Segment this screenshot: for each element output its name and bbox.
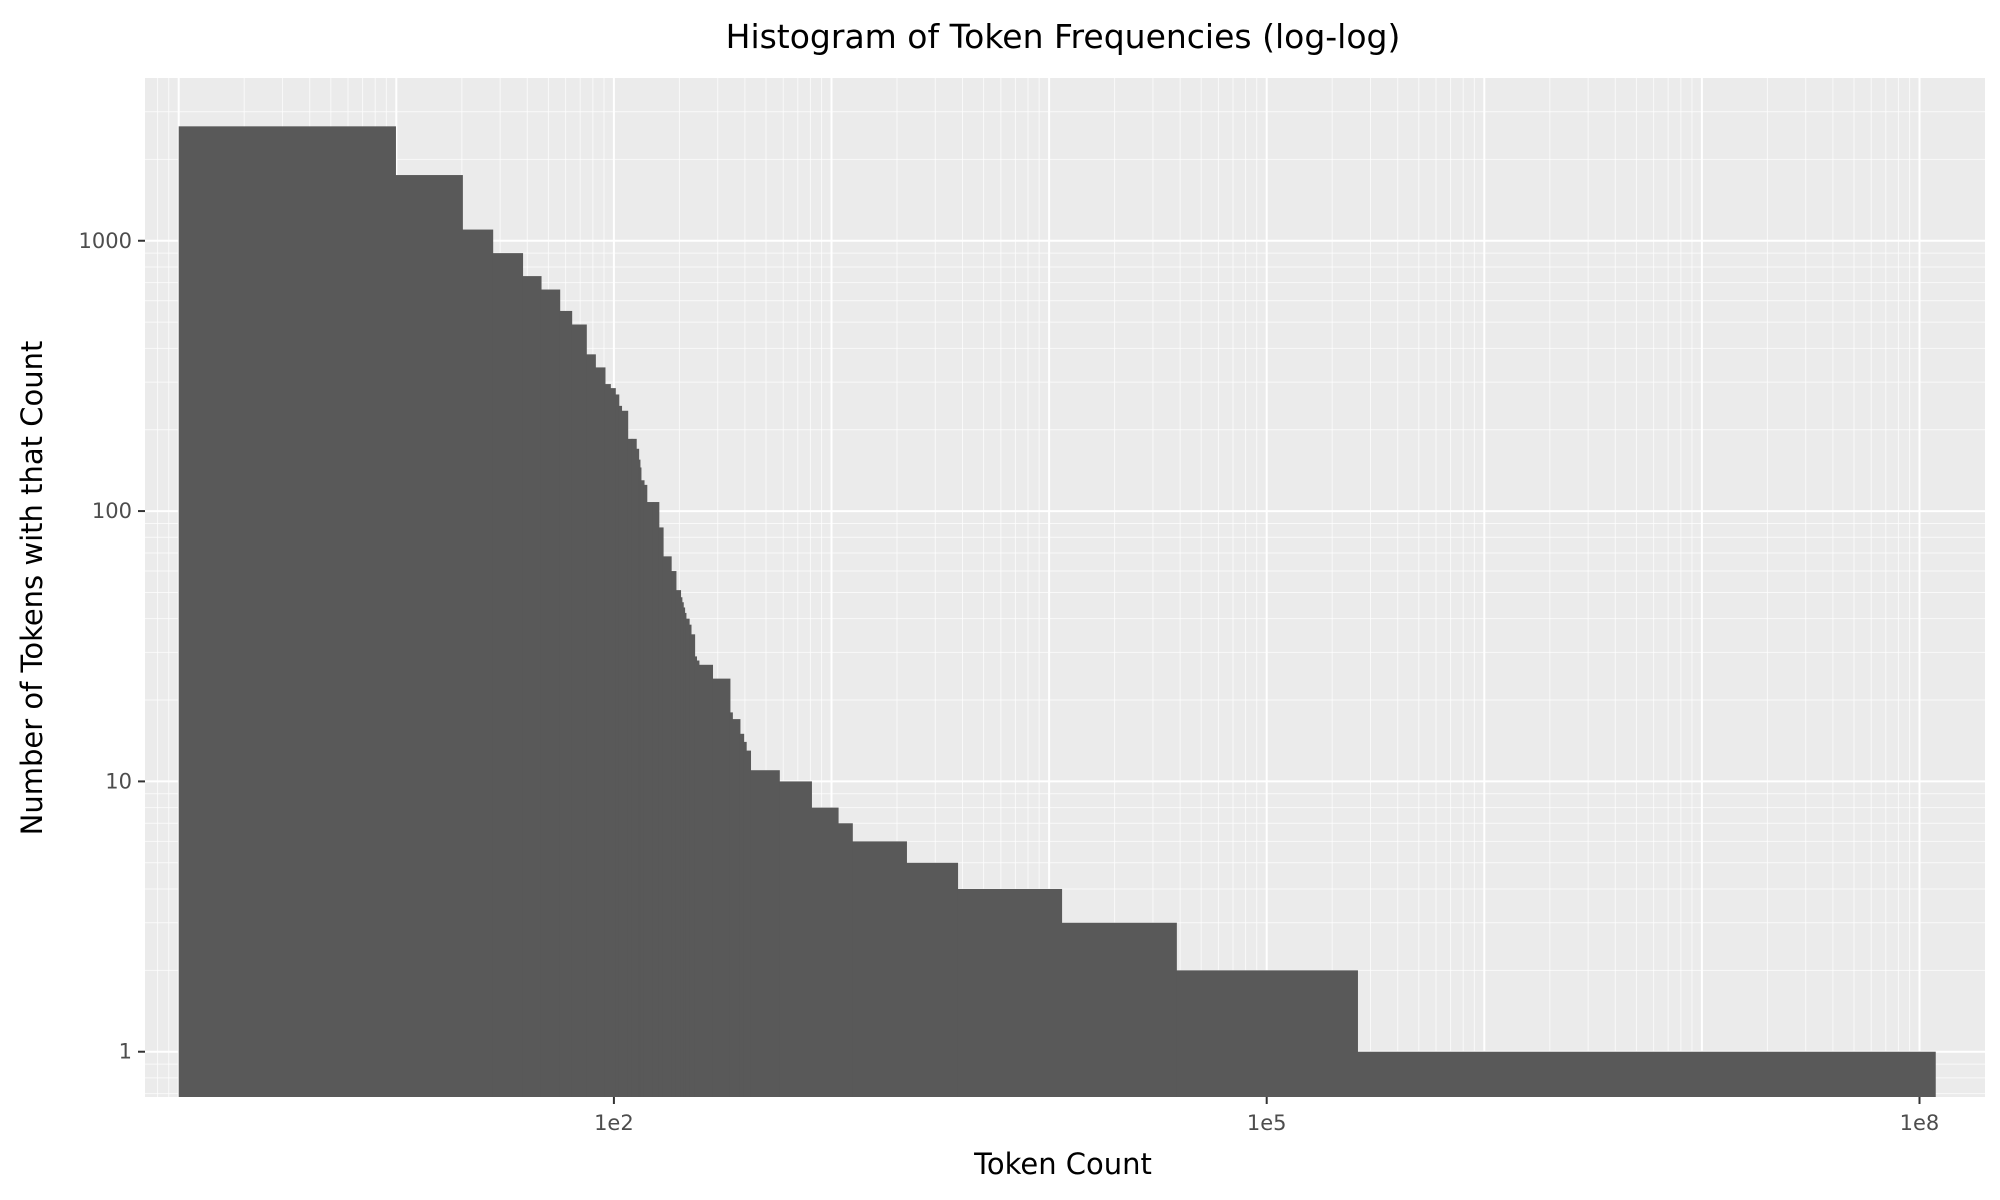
histogram-bar: [646, 502, 654, 1097]
histogram-bar: [906, 862, 959, 1097]
y-tick-label: 1: [119, 1040, 132, 1064]
histogram-bar: [658, 527, 664, 1097]
histogram-bar: [395, 175, 463, 1097]
histogram-bar: [732, 719, 741, 1097]
histogram-bar: [618, 405, 623, 1098]
histogram-bar: [1357, 1051, 1936, 1097]
histogram-bar: [595, 367, 606, 1098]
histogram-bar: [462, 229, 494, 1097]
histogram-bar: [684, 612, 687, 1097]
histogram-bar: [522, 276, 542, 1097]
histogram-bar: [640, 480, 645, 1098]
histogram-bar: [675, 590, 682, 1097]
histogram-bar: [690, 634, 696, 1097]
histogram-bar: [631, 438, 637, 1097]
histogram-bar: [627, 438, 633, 1097]
histogram-bar: [685, 618, 690, 1097]
histogram-bar: [689, 624, 692, 1097]
histogram-bar: [694, 656, 698, 1097]
histogram-bar: [837, 823, 853, 1097]
histogram-bar: [671, 571, 677, 1097]
histogram-bar: [1176, 970, 1358, 1097]
x-tick-label: 1e5: [1247, 1111, 1287, 1135]
histogram-bar: [492, 253, 524, 1097]
histogram-bar: [571, 324, 587, 1097]
histogram-bar: [638, 459, 641, 1097]
histogram-bar: [559, 310, 573, 1097]
histogram-bars: [178, 126, 1936, 1098]
chart-title: Histogram of Token Frequencies (log-log): [726, 17, 1401, 56]
histogram-bar: [750, 770, 780, 1097]
x-axis-title: Token Count: [973, 1147, 1152, 1181]
histogram-bar: [683, 607, 686, 1097]
histogram-bar: [681, 602, 684, 1097]
histogram-bar: [739, 733, 745, 1097]
x-axis: 1e2 1e5 1e8: [594, 1097, 1939, 1135]
histogram-bar: [639, 467, 642, 1097]
histogram-bar: [586, 354, 596, 1097]
y-axis: 1 10 100 1000: [79, 229, 145, 1064]
histogram-bar: [610, 388, 616, 1097]
histogram-bar: [652, 502, 660, 1097]
histogram-bar: [698, 664, 714, 1097]
histogram-bar: [680, 597, 683, 1097]
histogram-bar: [178, 126, 396, 1097]
histogram-bar: [957, 888, 1063, 1097]
histogram-bar: [729, 712, 733, 1097]
histogram-bar: [662, 556, 672, 1097]
histogram-bar: [779, 781, 812, 1097]
histogram-bar: [604, 384, 611, 1098]
y-axis-title: Number of Tokens with that Count: [15, 341, 49, 836]
histogram-bar: [621, 410, 629, 1097]
x-tick-label: 1e8: [1900, 1111, 1940, 1135]
histogram-bar: [852, 841, 907, 1097]
histogram-bar: [811, 807, 839, 1097]
x-tick-label: 1e2: [594, 1111, 634, 1135]
y-tick-label: 1000: [79, 229, 132, 253]
y-tick-label: 10: [105, 769, 132, 793]
histogram-bar: [615, 394, 620, 1097]
histogram-bar: [1061, 922, 1177, 1097]
histogram-bar: [743, 741, 747, 1097]
histogram-bar: [643, 484, 648, 1097]
histogram-bar: [696, 660, 700, 1097]
histogram-bar: [636, 448, 640, 1097]
histogram-bar: [540, 289, 561, 1097]
histogram-bar: [712, 678, 731, 1097]
y-tick-label: 100: [92, 499, 132, 523]
histogram-bar: [746, 750, 752, 1097]
